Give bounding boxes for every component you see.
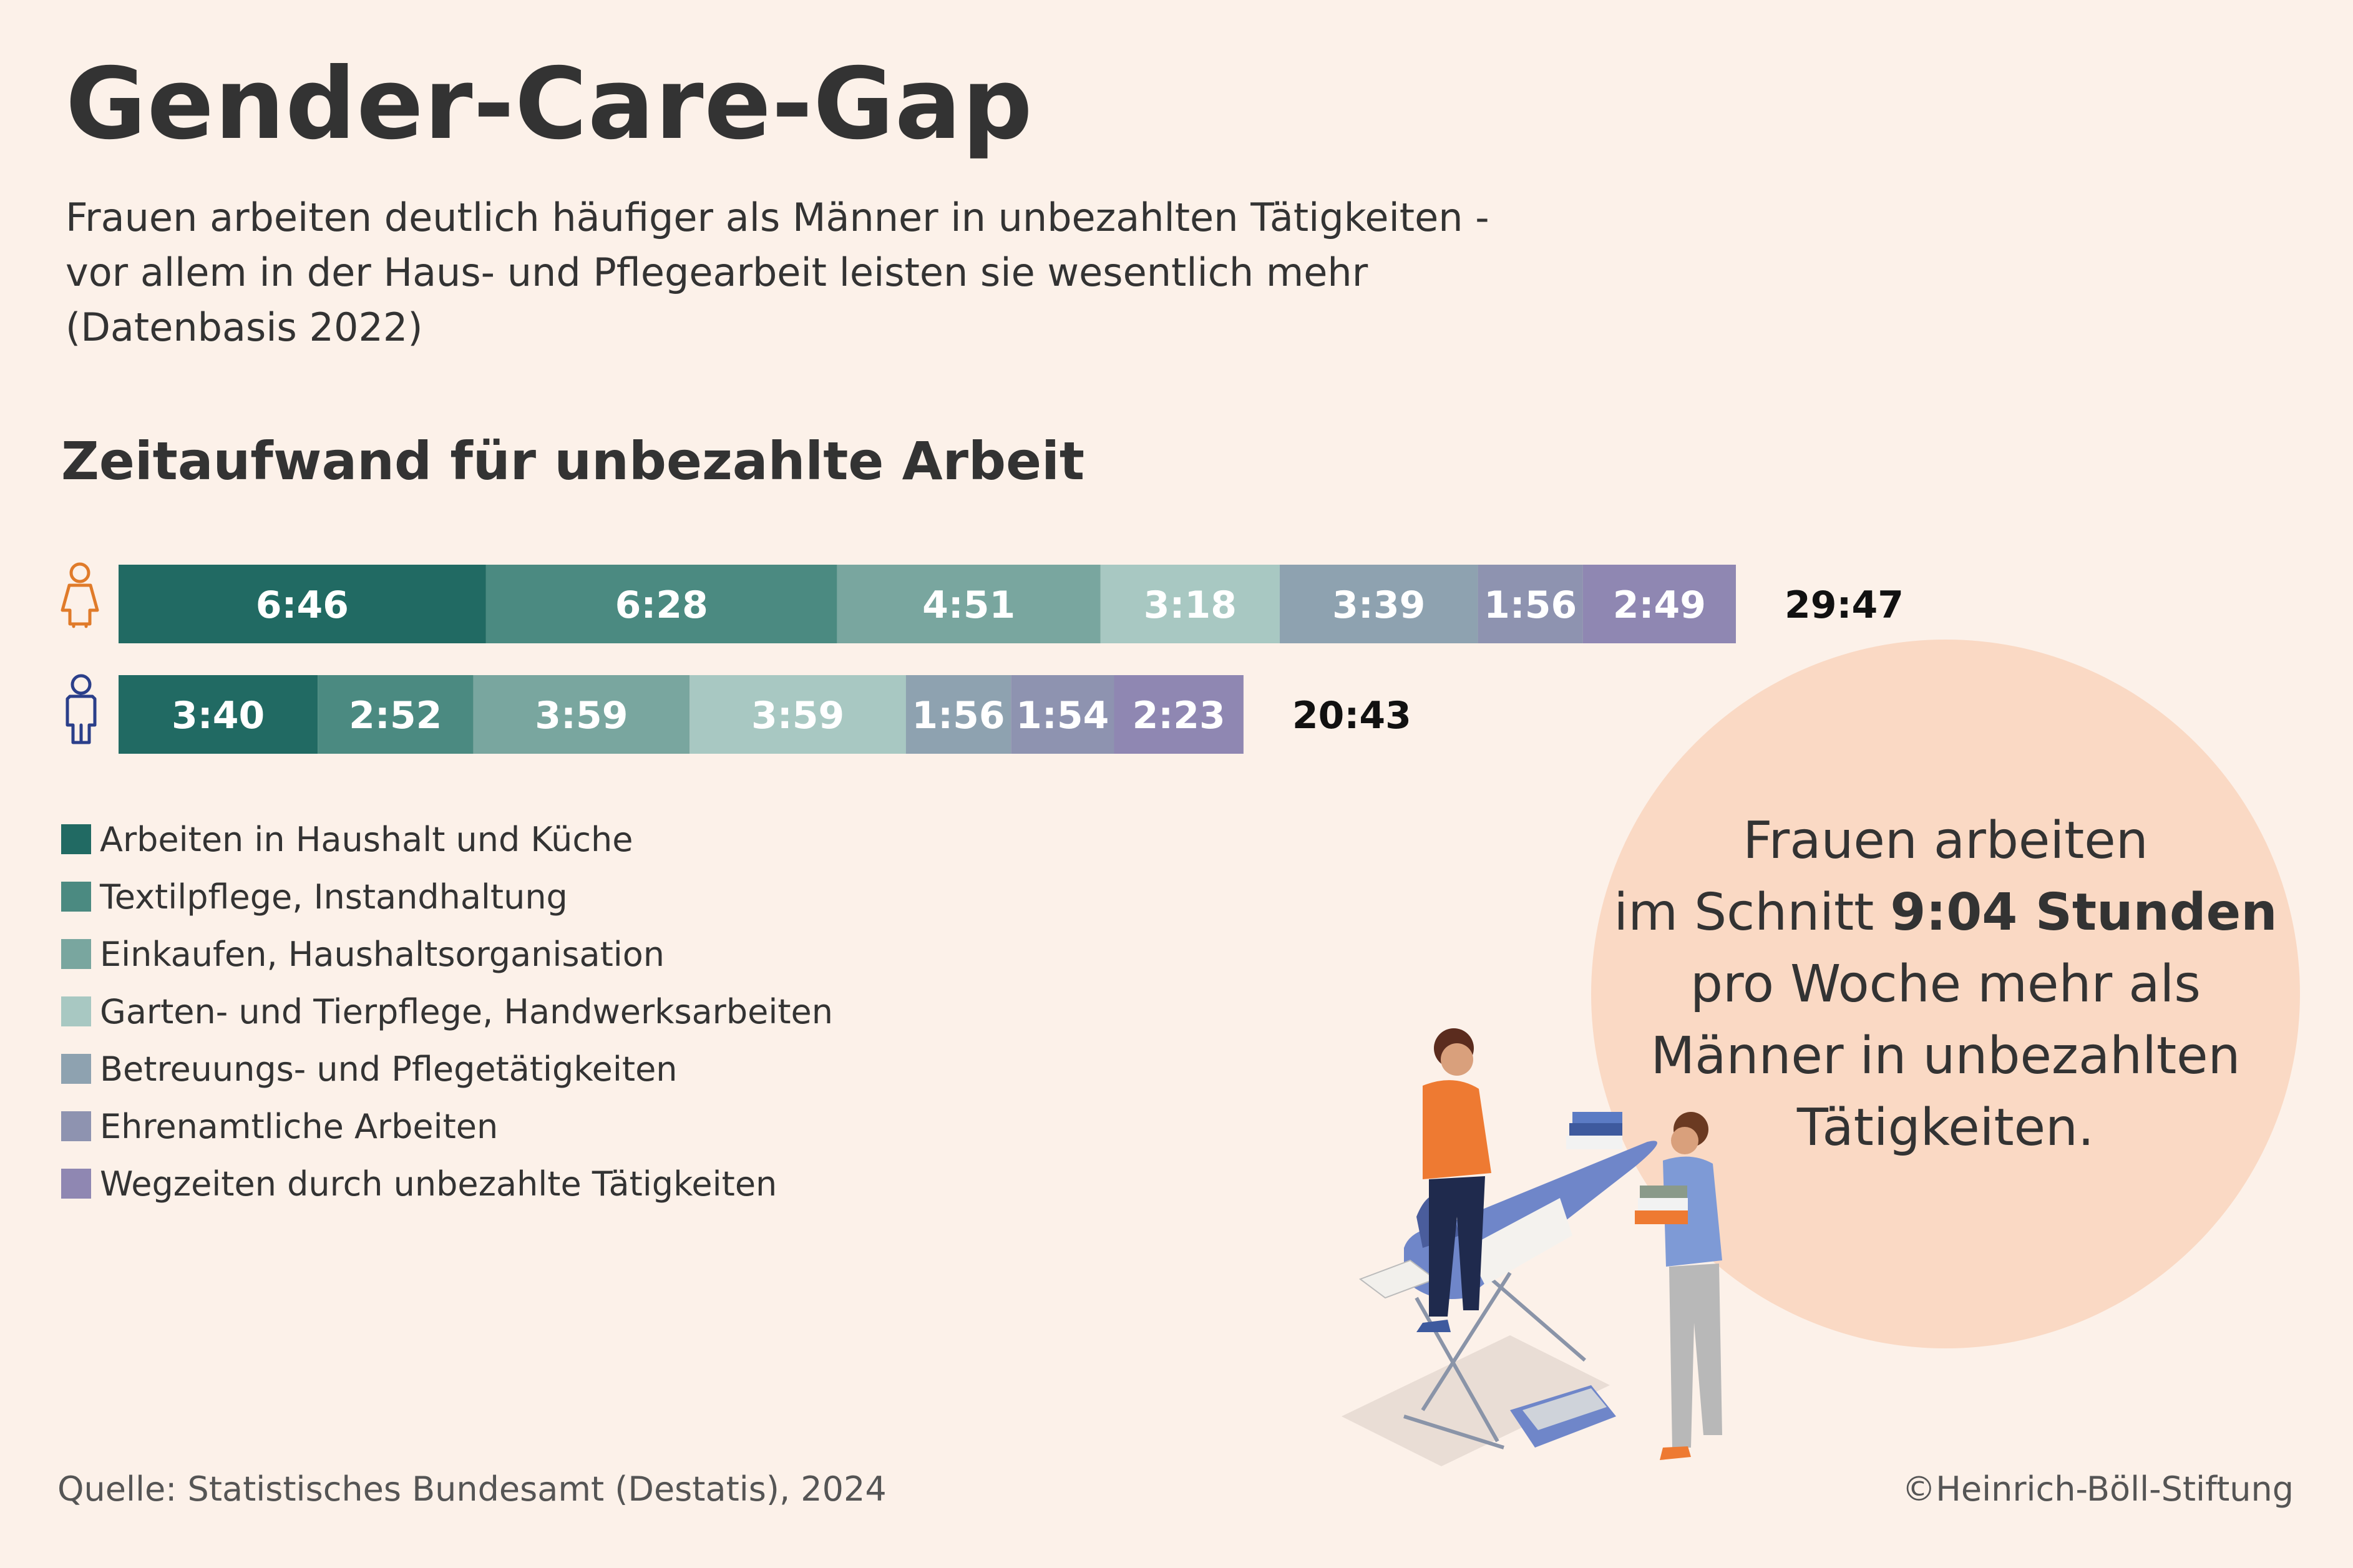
woman-1-shirt	[1423, 1080, 1491, 1179]
legend-label: Einkaufen, Haushaltsorganisation	[100, 934, 665, 974]
bar-total-label: 29:47	[1785, 583, 1904, 627]
legend-label: Betreuungs- und Pflegetätigkeiten	[100, 1049, 678, 1089]
legend-item: Arbeiten in Haushalt und Küche	[61, 819, 633, 859]
copyright-note: ©Heinrich-Böll-Stiftung	[1902, 1469, 2294, 1509]
bar-value-label: 6:28	[615, 583, 708, 627]
bar-value-label: 1:56	[1484, 583, 1577, 627]
legend-item: Wegzeiten durch unbezahlte Tätigkeiten	[61, 1164, 777, 1204]
legend-item: Betreuungs- und Pflegetätigkeiten	[61, 1049, 678, 1089]
legend-label: Garten- und Tierpflege, Handwerksarbeite…	[100, 991, 834, 1031]
bar-value-label: 1:56	[912, 694, 1005, 738]
folded-cloth-blue-2	[1572, 1112, 1622, 1123]
bar-value-label: 2:49	[1613, 583, 1706, 627]
basket-contents	[1522, 1388, 1607, 1430]
legend-swatch	[61, 939, 91, 969]
stacked-bar-chart: 6:46 6:28 4:51 3:18 3:39 1:56 2:49 29:47 3:40 2:5…	[61, 562, 1904, 754]
woman-2-head	[1671, 1127, 1698, 1154]
ironing-illustration	[1342, 1028, 1722, 1466]
bar-segment	[318, 675, 474, 754]
bar-segment	[1114, 675, 1244, 754]
bar-segment	[1011, 675, 1114, 754]
legend-label: Arbeiten in Haushalt und Küche	[100, 819, 633, 859]
woman-2-shoes	[1660, 1446, 1691, 1460]
bar-value-label: 3:18	[1144, 583, 1237, 627]
subtitle-line-2: vor allem in der Haus- und Pflegearbeit …	[66, 250, 1368, 295]
legend-swatch	[61, 1111, 91, 1141]
source-note: Quelle: Statistisches Bundesamt (Destati…	[57, 1469, 887, 1509]
held-cloth-grey	[1640, 1186, 1687, 1198]
man-icon	[66, 674, 97, 744]
bar-value-label: 3:39	[1332, 583, 1425, 627]
bar-segment	[905, 675, 1011, 754]
legend-item: Textilpflege, Instandhaltung	[61, 877, 568, 917]
bar-segment	[473, 675, 690, 754]
legend-swatch	[61, 1054, 91, 1084]
bar-total-label: 20:43	[1292, 694, 1411, 738]
legend-item: Garten- und Tierpflege, Handwerksarbeite…	[61, 991, 834, 1031]
legend-swatch	[61, 996, 91, 1026]
bar-value-label: 4:51	[922, 583, 1015, 627]
legend-swatch	[61, 882, 91, 912]
bar-segment	[1280, 565, 1478, 643]
bar-value-label: 3:59	[751, 694, 844, 738]
callout-highlight: 9:04 Stunden	[1890, 883, 2277, 942]
legend-label: Textilpflege, Instandhaltung	[100, 877, 568, 917]
woman-2-shirt	[1663, 1156, 1722, 1267]
callout-line-2: im Schnitt 9:04 Stunden	[1591, 877, 2300, 948]
woman-1-head	[1441, 1043, 1473, 1076]
legend-swatch	[61, 824, 91, 854]
callout-text: Frauen arbeiten im Schnitt 9:04 Stunden …	[1591, 805, 2300, 1164]
legend-label: Ehrenamtliche Arbeiten	[100, 1106, 499, 1146]
bar-segment	[1478, 565, 1583, 643]
page-title: Gender-Care-Gap	[66, 47, 1033, 162]
callout-line-4: Männer in unbezahlten	[1650, 1026, 2241, 1086]
ironing-board-legs	[1403, 1272, 1586, 1449]
bar-segment	[119, 675, 318, 754]
woman-icon	[61, 562, 99, 628]
bar-value-label: 1:54	[1016, 694, 1109, 738]
bar-segment	[689, 675, 906, 754]
bar-segment	[1582, 565, 1736, 643]
folded-cloth-white	[1566, 1136, 1622, 1149]
bar-value-label: 2:23	[1133, 694, 1225, 738]
bar-value-label: 3:59	[535, 694, 628, 738]
bar-value-label: 6:46	[256, 583, 349, 627]
woman-1-shoes	[1416, 1320, 1451, 1332]
bar-segment	[1100, 565, 1280, 643]
callout-line-2-prefix: im Schnitt	[1614, 883, 1891, 942]
woman-1-pants	[1429, 1176, 1485, 1317]
legend-label: Wegzeiten durch unbezahlte Tätigkeiten	[100, 1164, 777, 1204]
subtitle-line-1: Frauen arbeiten deutlich häufiger als Mä…	[66, 195, 1489, 240]
held-cloth-orange	[1635, 1210, 1688, 1224]
cloth	[1466, 1198, 1572, 1285]
bar-segment	[119, 565, 486, 643]
legend-item: Ehrenamtliche Arbeiten	[61, 1106, 499, 1146]
legend-item: Einkaufen, Haushaltsorganisation	[61, 934, 665, 974]
folded-cloth-blue-1	[1569, 1123, 1622, 1136]
legend-swatch	[61, 1169, 91, 1199]
callout-line-3: pro Woche mehr als	[1690, 955, 2201, 1014]
bar-segment	[485, 565, 837, 643]
subtitle-line-3: (Datenbasis 2022)	[66, 304, 423, 350]
bar-segment	[837, 565, 1101, 643]
callout-line-5: Tätigkeiten.	[1796, 1098, 2095, 1157]
bar-value-label: 3:40	[172, 694, 265, 738]
held-cloth-white	[1638, 1198, 1688, 1210]
callout-line-1: Frauen arbeiten	[1743, 811, 2148, 870]
bar-value-label: 2:52	[349, 694, 442, 738]
woman-2-pants	[1669, 1264, 1722, 1448]
section-title: Zeitaufwand für unbezahlte Arbeit	[61, 431, 1085, 492]
